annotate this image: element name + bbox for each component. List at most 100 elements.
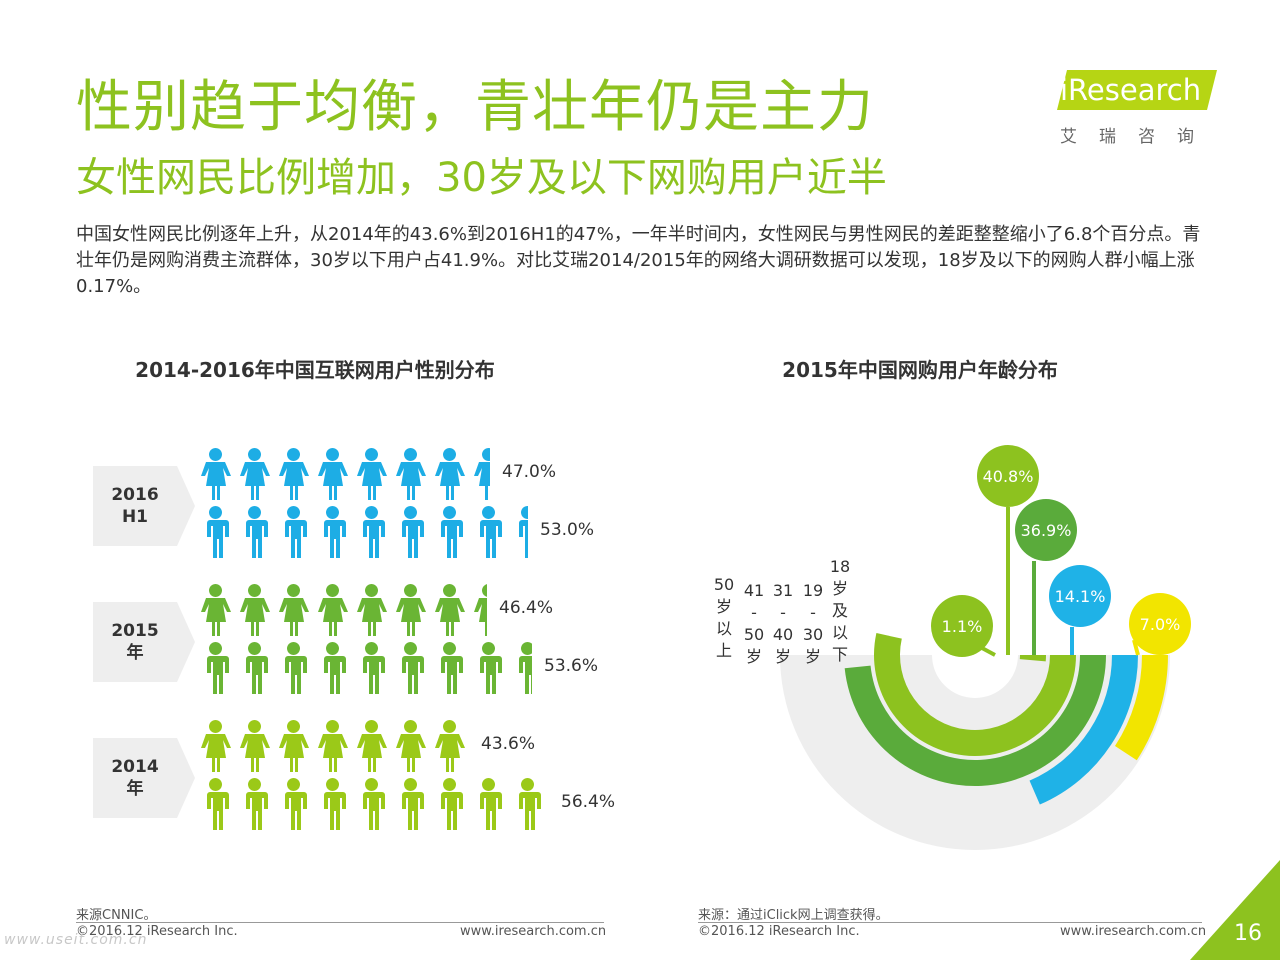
female-row-0-icon (435, 448, 465, 500)
year-label-arrow (177, 466, 195, 546)
intro-paragraph: 中国女性网民比例逐年上升，从2014年的43.6%到2016H1的47%，一年半… (76, 224, 1201, 297)
male-row-0-icon (439, 506, 463, 558)
female-row-1-icon (435, 584, 465, 636)
year-label-arrow (177, 738, 195, 818)
female-row-0 (201, 448, 490, 500)
page-title: 性别趋于均衡，青壮年仍是主力 (76, 75, 874, 140)
male-row-0-icon (205, 506, 229, 558)
male-row-0-icon (478, 506, 502, 558)
male-row-2-label: 56.4% (561, 792, 616, 812)
male-row-1-icon (517, 642, 532, 694)
age-bubble-3 (1049, 565, 1111, 627)
source-left: 来源CNNIC。 (76, 908, 157, 923)
female-row-1-icon (279, 584, 309, 636)
age-bubble-stem-4 (1132, 639, 1140, 656)
age-bubble-label-0: 1.1% (942, 617, 983, 636)
logo-name: iResearch (1060, 73, 1202, 107)
male-row-0-label: 53.0% (540, 520, 595, 540)
male-row-1-icon (244, 642, 268, 694)
age-axis-label-3: 41-50 岁 (743, 581, 765, 666)
url-right: www.iresearch.com.cn (1060, 924, 1207, 939)
female-row-2-icon (396, 720, 426, 772)
copyright-left: ©2016.12 iResearch Inc. (76, 924, 238, 939)
age-bar-0 (1019, 655, 1046, 662)
male-row-2-icon (244, 778, 268, 830)
age-bubble-label-1: 40.8% (983, 467, 1034, 486)
female-row-0-label: 47.0% (502, 462, 557, 482)
age-bubble-label-4: 7.0% (1140, 615, 1181, 634)
age-bubble-label-3: 14.1% (1055, 587, 1106, 606)
age-bubble-label-2: 36.9% (1021, 521, 1072, 540)
male-row-1-icon (205, 642, 229, 694)
male-row-0-icon (283, 506, 307, 558)
female-row-0-icon (396, 448, 426, 500)
year-label: 2015 年 (93, 602, 177, 682)
male-row-2 (205, 778, 541, 830)
female-row-0-icon (357, 448, 387, 500)
female-row-2-label: 43.6% (481, 734, 536, 754)
source-right: 来源：通过iClick网上调查获得。 (698, 908, 889, 923)
female-row-1 (201, 584, 487, 636)
female-row-1-label: 46.4% (499, 598, 554, 618)
watermark: www.useit.com.cn (4, 932, 148, 948)
male-row-2-icon (283, 778, 307, 830)
footer-rule-left (76, 922, 604, 923)
age-bar-2 (844, 655, 1106, 787)
iresearch-logo: iResearch 艾瑞咨询 (1052, 64, 1222, 154)
age-bubble-0 (931, 595, 993, 657)
copyright-right: ©2016.12 iResearch Inc. (698, 924, 860, 939)
logo-chinese-name: 艾瑞咨询 (1060, 127, 1216, 147)
female-row-1-icon (318, 584, 348, 636)
male-row-1-icon (439, 642, 463, 694)
age-bar-4 (1114, 655, 1168, 761)
page-subtitle: 女性网民比例增加，30岁及以下网购用户近半 (76, 155, 887, 201)
age-axis-label-1: 19-30 岁 (802, 581, 824, 666)
male-row-2-icon (517, 778, 541, 830)
female-row-0-icon (201, 448, 231, 500)
age-chart-title: 2015年中国网购用户年龄分布 (782, 358, 1058, 382)
female-row-1-icon (474, 584, 487, 636)
male-row-2-icon (205, 778, 229, 830)
age-bubble-1 (977, 445, 1039, 507)
male-row-0-icon (361, 506, 385, 558)
year-label: 2014 年 (93, 738, 177, 818)
female-row-2 (201, 720, 465, 772)
male-row-1-icon (322, 642, 346, 694)
female-row-2-icon (201, 720, 231, 772)
female-row-0-icon (279, 448, 309, 500)
male-row-1 (205, 642, 532, 694)
male-row-1-icon (478, 642, 502, 694)
female-row-2-icon (318, 720, 348, 772)
age-bubble-stem-0 (981, 646, 996, 657)
female-row-1-icon (357, 584, 387, 636)
female-row-0-icon (240, 448, 270, 500)
female-row-2-icon (240, 720, 270, 772)
year-label-arrow (177, 602, 195, 682)
age-axis-label-4: 50 岁以上 (713, 575, 735, 660)
male-row-2-icon (322, 778, 346, 830)
age-axis-label-0: 18 岁及以下 (829, 557, 851, 664)
male-row-1-icon (283, 642, 307, 694)
age-bubble-2 (1015, 499, 1077, 561)
male-row-1-icon (400, 642, 424, 694)
url-left: www.iresearch.com.cn (460, 924, 607, 939)
male-row-1-icon (361, 642, 385, 694)
female-row-2-icon (435, 720, 465, 772)
male-row-2-icon (361, 778, 385, 830)
year-label: 2016 H1 (93, 466, 177, 546)
male-row-2-icon (400, 778, 424, 830)
male-row-2-icon (478, 778, 502, 830)
page-corner-triangle (1190, 860, 1280, 960)
age-axis-label-2: 31-40 岁 (772, 581, 794, 666)
female-row-0-icon (474, 448, 490, 500)
female-row-1-icon (201, 584, 231, 636)
female-row-1-icon (396, 584, 426, 636)
male-row-0-icon (244, 506, 268, 558)
gender-chart-title: 2014-2016年中国互联网用户性别分布 (135, 358, 495, 382)
male-row-2-icon (439, 778, 463, 830)
male-row-1-label: 53.6% (544, 656, 599, 676)
male-row-0-icon (322, 506, 346, 558)
male-row-0-icon (400, 506, 424, 558)
female-row-2-icon (357, 720, 387, 772)
age-bar-1 (874, 633, 1076, 757)
